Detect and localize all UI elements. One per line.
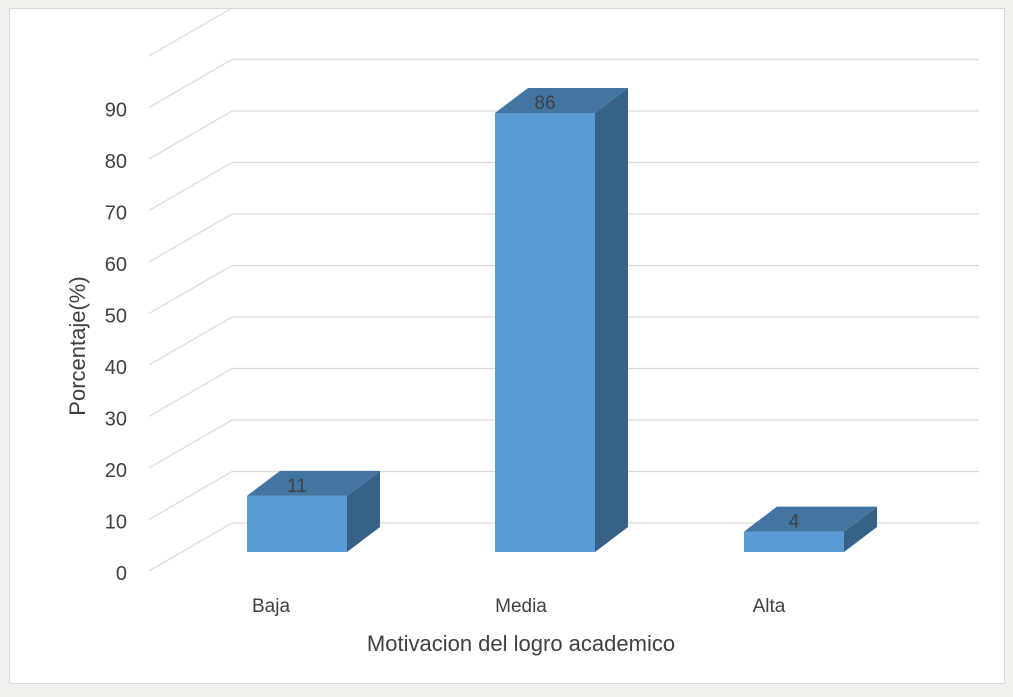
y-axis-ticks: 0 10 20 30 40 50 60 70 80 90 <box>105 100 127 586</box>
y-tick-label: 90 <box>105 100 127 122</box>
bar-front-face <box>247 495 347 552</box>
y-tick-label: 40 <box>105 357 127 379</box>
x-category-label: Baja <box>252 596 290 617</box>
y-tick-label: 10 <box>105 512 127 534</box>
data-label: 11 <box>287 476 307 497</box>
data-label: 4 <box>789 512 800 533</box>
bar-media <box>495 88 628 552</box>
chart-frame: 0 10 20 30 40 50 60 70 80 90 Baja Media Alta 11 86 4 … <box>9 8 1005 684</box>
bar-side-face <box>347 470 380 552</box>
data-label: 86 <box>534 93 555 114</box>
gridline <box>148 58 979 109</box>
bar-side-face <box>844 506 877 552</box>
bar-baja <box>247 470 380 552</box>
x-axis-title: Motivacion del logro academico <box>367 631 675 656</box>
x-category-label: Alta <box>753 596 786 617</box>
bar-top-face <box>495 88 628 113</box>
bar-front-face <box>495 113 595 552</box>
y-axis-title: Porcentaje(%) <box>65 276 90 415</box>
bar-side-face <box>595 88 628 552</box>
y-tick-label: 0 <box>116 563 127 585</box>
x-category-label: Media <box>495 596 547 617</box>
bar-top-face <box>247 470 380 496</box>
y-tick-label: 20 <box>105 460 127 482</box>
gridline <box>148 9 232 57</box>
bar-front-face <box>744 531 844 552</box>
data-labels: 11 86 4 <box>287 93 800 533</box>
y-tick-label: 80 <box>105 151 127 173</box>
y-tick-label: 50 <box>105 306 127 328</box>
bars <box>247 88 877 552</box>
bar-top-face <box>744 506 877 532</box>
y-tick-label: 60 <box>105 254 127 276</box>
y-tick-label: 30 <box>105 409 127 431</box>
y-tick-label: 70 <box>105 203 127 225</box>
bar-alta <box>744 506 877 552</box>
x-axis-categories: Baja Media Alta <box>252 596 786 617</box>
